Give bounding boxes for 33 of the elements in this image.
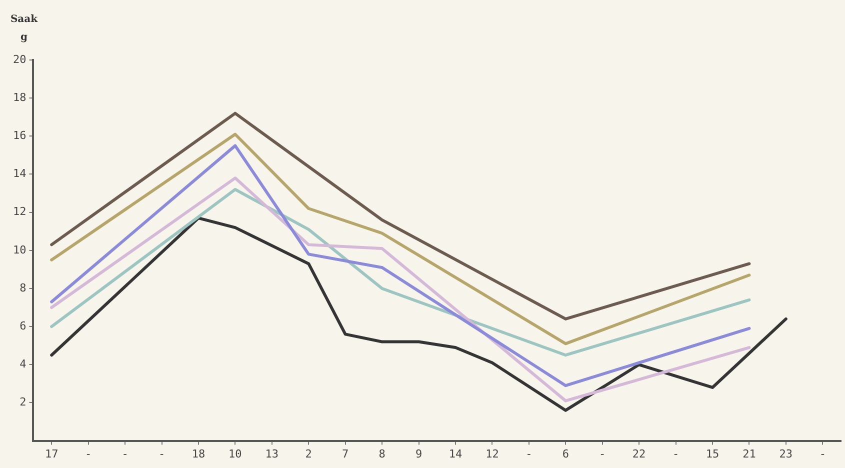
- y-tick-label: 4: [20, 358, 27, 370]
- y-tick-label: 20: [12, 52, 26, 66]
- x-tick-label: 12: [486, 447, 499, 460]
- x-tick-label: 22: [632, 447, 646, 460]
- y-tick-label: 14: [12, 167, 27, 180]
- x-tick-label: 15: [706, 447, 720, 460]
- x-tick-label: -: [599, 447, 606, 460]
- x-tick-label: -: [85, 447, 92, 460]
- y-axis-title: Saak g: [10, 14, 39, 43]
- y-tick-label: 12: [12, 205, 26, 218]
- y-tick-label: 2: [20, 396, 26, 409]
- x-tick-label: -: [158, 447, 166, 460]
- x-tick-label: 23: [779, 447, 793, 460]
- x-tick-label: -: [122, 447, 128, 460]
- y-tick-label: 16: [12, 129, 26, 142]
- x-tick-label: 13: [265, 447, 279, 460]
- x-tick-label: 10: [228, 447, 242, 460]
- x-tick-label: -: [819, 447, 826, 460]
- x-tick-label: -: [672, 447, 680, 460]
- x-tick-label: 6: [562, 447, 569, 460]
- x-tick-label: 14: [448, 447, 462, 460]
- x-tick-label: -: [526, 447, 532, 460]
- y-tick-label: 6: [20, 319, 26, 332]
- x-tick-label: 21: [742, 447, 756, 460]
- x-tick-label: 2: [305, 447, 312, 460]
- x-tick-label: 17: [44, 447, 58, 460]
- y-tick-label: 10: [12, 243, 26, 256]
- x-tick-label: 7: [342, 447, 349, 460]
- y-tick-label: 18: [12, 90, 26, 104]
- y-tick-label: 8: [20, 281, 26, 294]
- x-tick-label: 9: [415, 447, 422, 460]
- x-tick-label: 18: [192, 447, 206, 460]
- x-tick-label: 8: [378, 447, 386, 460]
